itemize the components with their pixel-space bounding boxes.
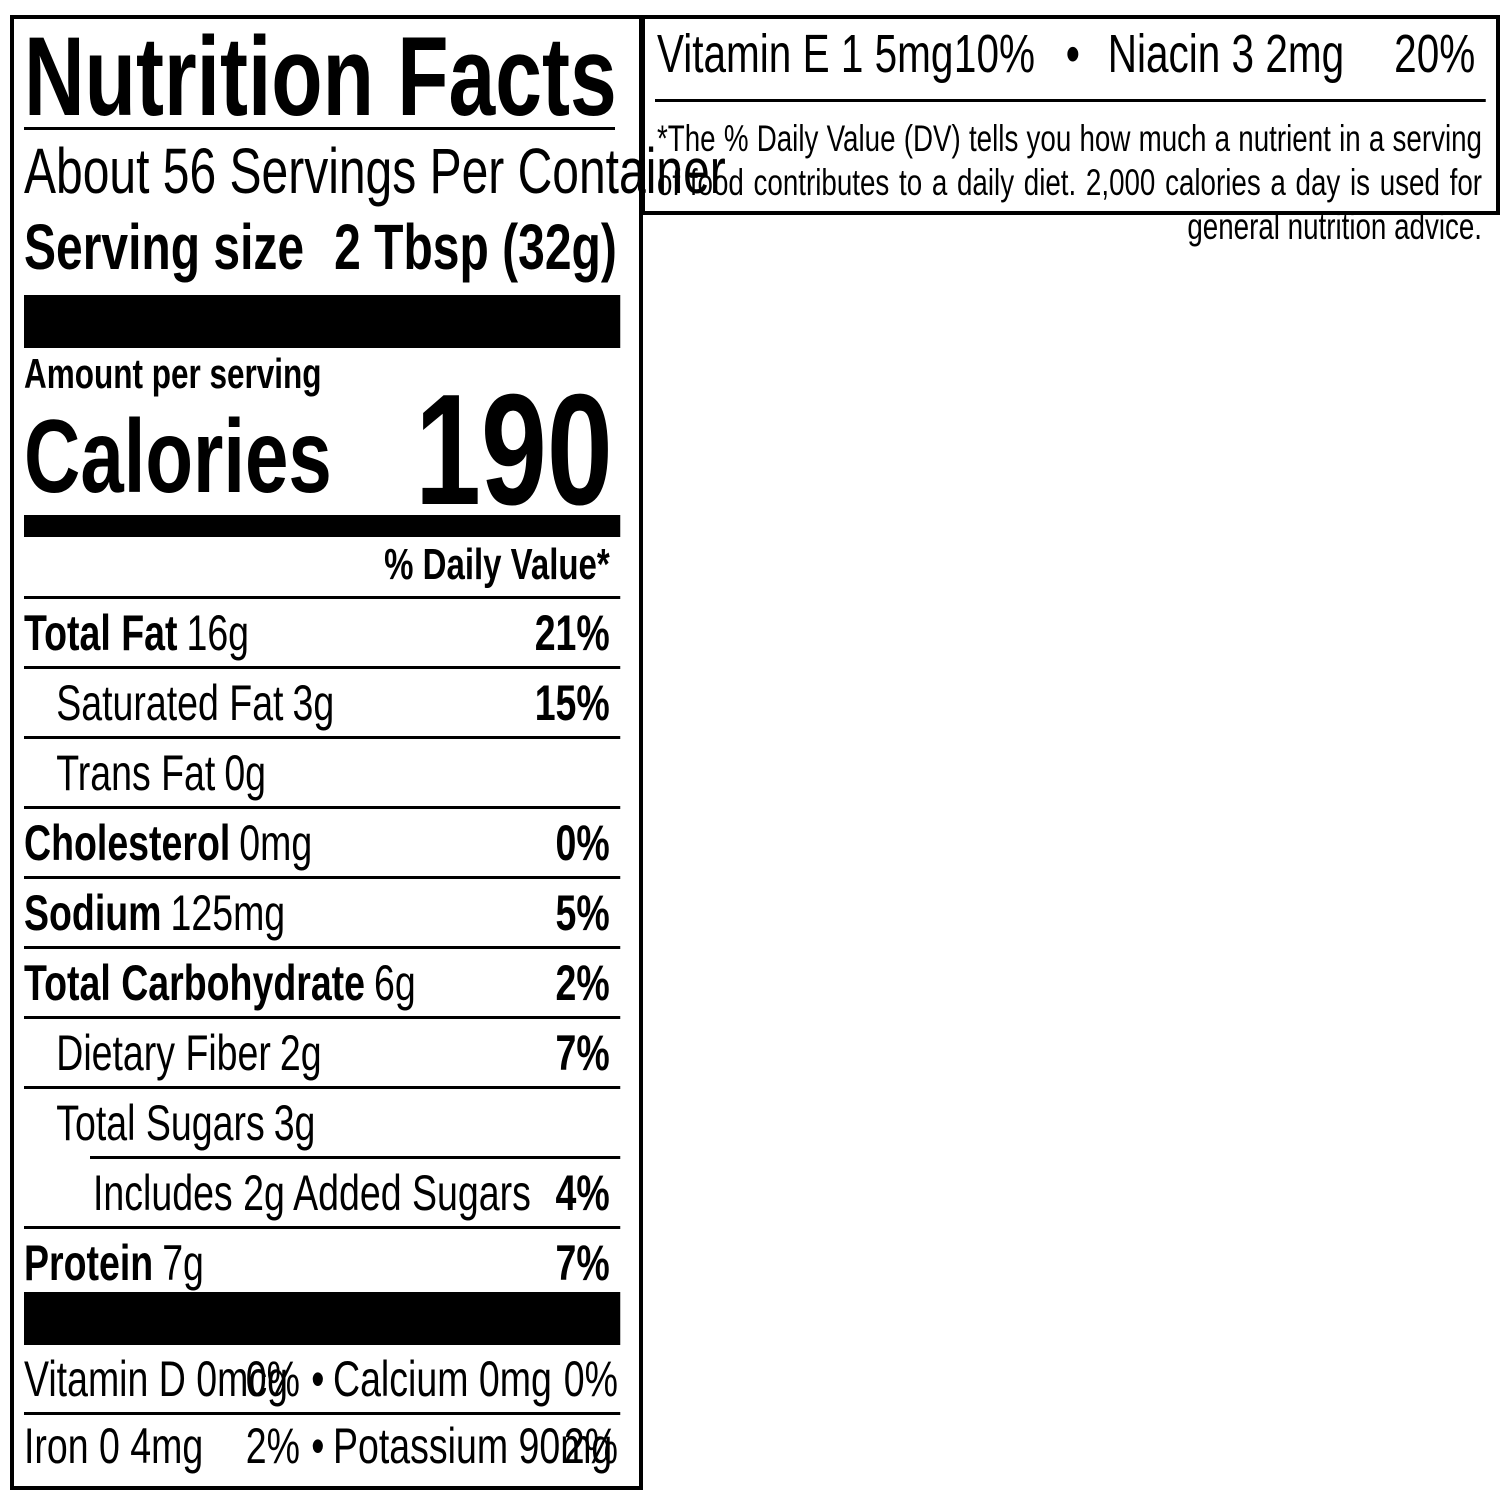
nutrient-amount: 16g [186,605,250,661]
nutrient-name: Dietary Fiber [56,1025,271,1081]
row-rule [24,666,621,669]
label-panel [10,15,643,1490]
nutrient-name: Total Fat [24,605,178,661]
nutrient-name: Protein [24,1235,154,1291]
daily-value: 5% [555,885,610,941]
daily-value-header: % Daily Value* [384,540,610,589]
rule [24,127,615,130]
row-rule [24,1086,621,1089]
medium-bar [24,515,621,537]
separator: • [311,1417,325,1474]
nutrient-amount: 6g [374,955,416,1011]
servings: About 56 Servings Per Container [24,135,726,207]
nutrient-row: Trans Fat 0g [24,738,620,808]
row-rule [24,1226,621,1229]
nutrient-row: Sodium 125mg 5% [24,878,620,948]
vitamin-dv: 0% [563,1350,618,1407]
vitamin-dv: 10% [953,24,1035,84]
vitamin-dv: 20% [1394,24,1476,84]
daily-value: 7% [555,1235,610,1291]
vitamin-row: Vitamin D 0mcg 0% Calcium 0mg 0% • [24,1345,620,1412]
vitamin-name: Calcium 0mg [333,1350,552,1407]
serving-size-label: Serving size [24,211,305,283]
row-rule [24,946,621,949]
nutrient-row: Cholesterol 0mg 0% [24,808,620,878]
row-rule [90,1156,621,1159]
calories-value: 190 [415,362,613,538]
nutrient-amount: 125mg [170,885,286,941]
vitamin-dv: 0% [245,1350,300,1407]
label-side-panel [641,15,1500,215]
vitamin-dv: 2% [563,1417,618,1474]
nutrient-amount: 0mg [239,815,313,871]
vitamin-name: Vitamin D 0mcg [24,1350,288,1407]
nutrient-amount: 0g [224,745,267,801]
thick-bar [24,295,621,348]
nutrient-row: Total Fat 16g 21% [24,598,620,668]
calories-label: Calories [24,399,332,515]
serving-size: Serving size 2 Tbsp (32g) [24,210,617,284]
side-content: *The % Daily Value (DV) tells you how mu… [654,0,1486,247]
separator: • [311,1350,325,1407]
daily-value: 15% [534,675,610,731]
nutrient-row: Includes 2g Added Sugars 4% [24,1158,620,1228]
vitamin-row: Vitamin E 1 5mg 10% Niacin 3 2mg 20% • [657,18,1485,90]
nutrient-name: Saturated Fat [56,675,284,731]
vitamin-row: Iron 0 4mg 2% Potassium 90mg 2% • [24,1412,620,1479]
nutrient-name: Total Carbohydrate [24,955,366,1011]
vitamin-name: Potassium 90mg [333,1417,613,1474]
vitamin-name: Iron 0 4mg [24,1417,204,1474]
row-rule [24,596,621,599]
row-rule [24,806,621,809]
rule [654,99,1486,102]
row-rule [24,876,621,879]
title: Nutrition Facts [24,14,617,139]
label-content: Nutrition Facts About 56 Servings Per Co… [24,0,726,1500]
separator: • [1065,24,1080,84]
nutrient-amount: 3g [273,1095,316,1151]
daily-value: 4% [555,1165,610,1221]
nutrient-row: Dietary Fiber 2g 7% [24,1018,620,1088]
nutrient-row: Protein 7g 7% [24,1228,620,1298]
nutrient-row: Total Sugars 3g [24,1088,620,1158]
nutrient-row: Saturated Fat 3g 15% [24,668,620,738]
nutrient-amount: 7g [162,1235,204,1291]
daily-value: 7% [555,1025,610,1081]
serving-size-value: 2 Tbsp (32g) [334,211,617,283]
nutrient-name: Trans Fat [56,745,216,801]
nutrient-name: Total Sugars [56,1095,265,1151]
nutrient-amount: 2g [279,1025,322,1081]
footnote: *The % Daily Value (DV) tells you how mu… [657,118,1482,247]
vitamin-dv: 2% [245,1417,300,1474]
nutrient-name: Cholesterol [24,815,231,871]
nutrient-name: Sodium [24,885,162,941]
daily-value: 2% [555,955,610,1011]
row-rule [24,1016,621,1019]
nutrient-amount: 3g [292,675,335,731]
daily-value: 0% [555,815,610,871]
vitamin-name: Niacin 3 2mg [1107,24,1345,84]
amount-per-serving: Amount per serving [24,350,322,397]
daily-value: 21% [534,605,610,661]
vitamin-name: Vitamin E 1 5mg [657,24,954,84]
nutrient-name: Includes 2g Added Sugars [93,1165,531,1221]
row-rule [24,1412,621,1415]
row-rule [24,736,621,739]
nutrient-row: Total Carbohydrate 6g 2% [24,948,620,1018]
thick-bar [24,1292,621,1345]
